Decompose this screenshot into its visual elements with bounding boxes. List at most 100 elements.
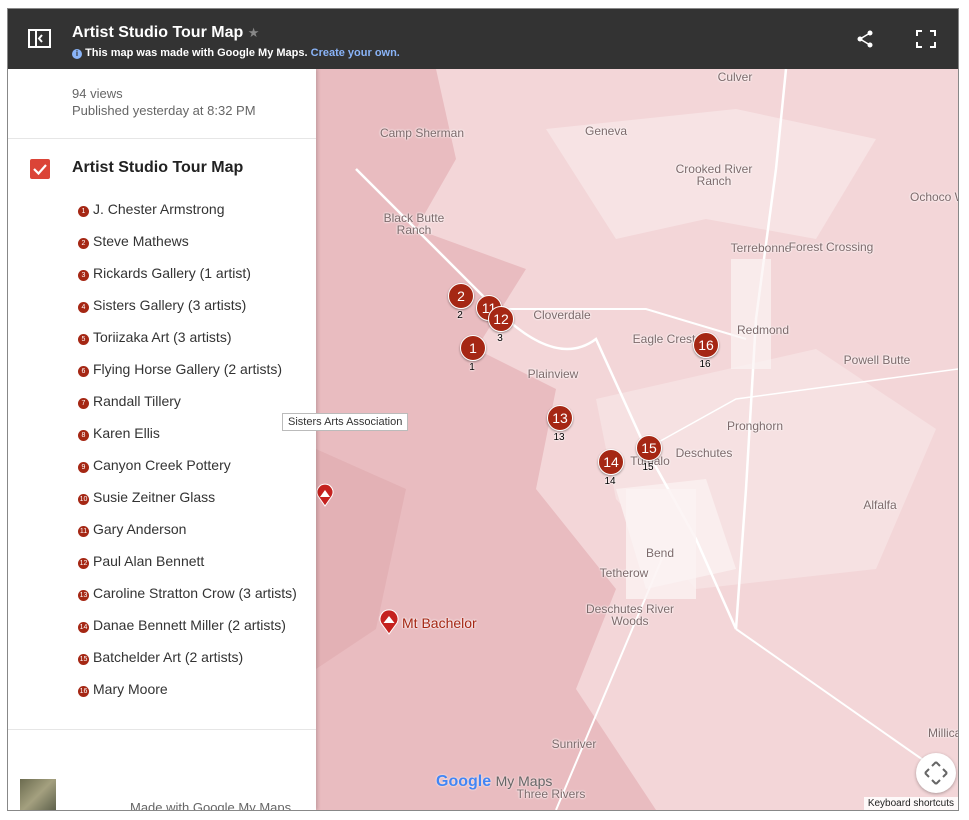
place-label: Bend (645, 546, 675, 560)
list-item[interactable]: 12 Paul Alan Bennett (78, 551, 204, 571)
item-icon: 4 (78, 302, 89, 313)
item-name: Mary Moore (93, 681, 168, 697)
item-icon: 7 (78, 398, 89, 409)
keyboard-shortcuts[interactable]: Keyboard shortcuts (863, 797, 958, 810)
item-name: Batchelder Art (2 artists) (93, 649, 244, 665)
list-item[interactable]: 1 J. Chester Armstrong (78, 199, 225, 219)
layer-checkbox[interactable] (30, 159, 50, 179)
list-item[interactable]: 10 Susie Zeitner Glass (78, 487, 215, 507)
pin-caption: 16 (699, 359, 711, 370)
share-button[interactable] (856, 29, 876, 49)
place-label: Terrebonne (730, 241, 792, 255)
item-name: Randall Tillery (93, 393, 181, 409)
item-icon: 2 (78, 238, 89, 249)
place-label: Forest Crossing (788, 240, 874, 254)
place-label: Crooked River Ranch (675, 162, 753, 188)
place-label: Sunriver (551, 737, 597, 751)
place-label: Redmond (736, 323, 790, 337)
list-item[interactable]: 9 Canyon Creek Pottery (78, 455, 231, 475)
place-label: Powell Butte (843, 353, 911, 367)
map-pin[interactable]: 12 (488, 306, 514, 332)
place-label: Cloverdale (533, 308, 591, 322)
map-pin[interactable]: 2 (448, 283, 474, 309)
list-item[interactable]: 3 Rickards Gallery (1 artist) (78, 263, 251, 283)
item-icon: 3 (78, 270, 89, 281)
item-name: Toriizaka Art (3 artists) (93, 329, 232, 345)
place-label: Three Rivers (516, 787, 586, 801)
item-icon: 8 (78, 430, 89, 441)
place-label: Alfalfa (863, 498, 897, 512)
sidebar: 94 views Published yesterday at 8:32 PM … (8, 69, 316, 810)
divider (8, 138, 316, 139)
google-logo: Google My Maps (436, 773, 553, 790)
peak-marker[interactable] (378, 609, 400, 635)
fullscreen-button[interactable] (916, 30, 936, 48)
peak-marker[interactable] (316, 483, 334, 507)
place-label: Culver (717, 70, 753, 84)
item-name: Danae Bennett Miller (2 artists) (93, 617, 286, 633)
item-icon: 11 (78, 526, 89, 537)
item-icon: 12 (78, 558, 89, 569)
peak-label: Mt Bachelor (402, 615, 477, 631)
item-name: Gary Anderson (93, 521, 187, 537)
place-label: Camp Sherman (379, 126, 465, 140)
place-label: Pronghorn (726, 419, 784, 433)
item-name: Steve Mathews (93, 233, 189, 249)
item-name: Flying Horse Gallery (2 artists) (93, 361, 283, 377)
item-name: Rickards Gallery (1 artist) (93, 265, 251, 281)
list-item[interactable]: 14 Danae Bennett Miller (2 artists) (78, 615, 286, 635)
pin-caption: 3 (497, 333, 503, 344)
item-icon: 16 (78, 686, 89, 697)
item-icon: 5 (78, 334, 89, 345)
list-item[interactable]: 11 Gary Anderson (78, 519, 186, 539)
place-label: Plainview (527, 367, 579, 381)
map-title: Artist Studio Tour Map ★ (72, 24, 260, 41)
list-item[interactable]: 15 Batchelder Art (2 artists) (78, 647, 243, 667)
map-viewer: Artist Studio Tour Map ★ i This map was … (7, 8, 959, 811)
tooltip: Sisters Arts Association (282, 413, 409, 431)
list-item[interactable]: 13 Caroline Stratton Crow (3 artists) (78, 583, 297, 603)
pin-caption: 1 (469, 362, 475, 373)
item-name: Paul Alan Bennett (93, 553, 205, 569)
recenter-button[interactable] (916, 753, 956, 793)
list-item[interactable]: 8 Karen Ellis (78, 423, 160, 443)
list-item[interactable]: 2 Steve Mathews (78, 231, 189, 251)
place-label: Ochoco W (909, 190, 958, 204)
map-pin[interactable]: 16 (693, 332, 719, 358)
place-label: Deschutes (675, 446, 733, 460)
place-label: Tetherow (599, 566, 649, 580)
item-icon: 14 (78, 622, 89, 633)
map-pin[interactable]: 15 (636, 435, 662, 461)
pin-caption: 14 (604, 476, 616, 487)
map-pin[interactable]: 13 (547, 405, 573, 431)
map-pin[interactable]: 1 (460, 335, 486, 361)
pin-caption: 13 (553, 432, 565, 443)
map-background (316, 69, 958, 810)
item-name: Susie Zeitner Glass (93, 489, 216, 505)
satellite-thumbnail[interactable] (20, 779, 56, 810)
item-name: J. Chester Armstrong (93, 201, 225, 217)
item-name: Caroline Stratton Crow (3 artists) (93, 585, 297, 601)
header: Artist Studio Tour Map ★ i This map was … (8, 9, 958, 69)
map[interactable]: Culver Camp Sherman Geneva Crooked River Ra… (316, 69, 958, 810)
list-item[interactable]: 5 Toriizaka Art (3 artists) (78, 327, 231, 347)
create-link[interactable]: Create your own. (310, 47, 400, 59)
list-item[interactable]: 16 Mary Moore (78, 679, 168, 699)
item-icon: 1 (78, 206, 89, 217)
divider (8, 729, 316, 730)
toggle-sidebar[interactable] (28, 29, 52, 49)
layer-title: Artist Studio Tour Map (72, 159, 244, 176)
footer-text: Made with Google My Maps (130, 800, 292, 811)
item-icon: 9 (78, 462, 89, 473)
list-item[interactable]: 4 Sisters Gallery (3 artists) (78, 295, 246, 315)
item-name: Sisters Gallery (3 artists) (93, 297, 247, 313)
item-icon: 13 (78, 590, 89, 601)
list-item[interactable]: 6 Flying Horse Gallery (2 artists) (78, 359, 282, 379)
item-name: Canyon Creek Pottery (93, 457, 231, 473)
list-item[interactable]: 7 Randall Tillery (78, 391, 181, 411)
item-icon: 15 (78, 654, 89, 665)
place-label: Eagle Crest (632, 332, 696, 346)
views: 94 views (72, 86, 123, 101)
map-pin[interactable]: 14 (598, 449, 624, 475)
